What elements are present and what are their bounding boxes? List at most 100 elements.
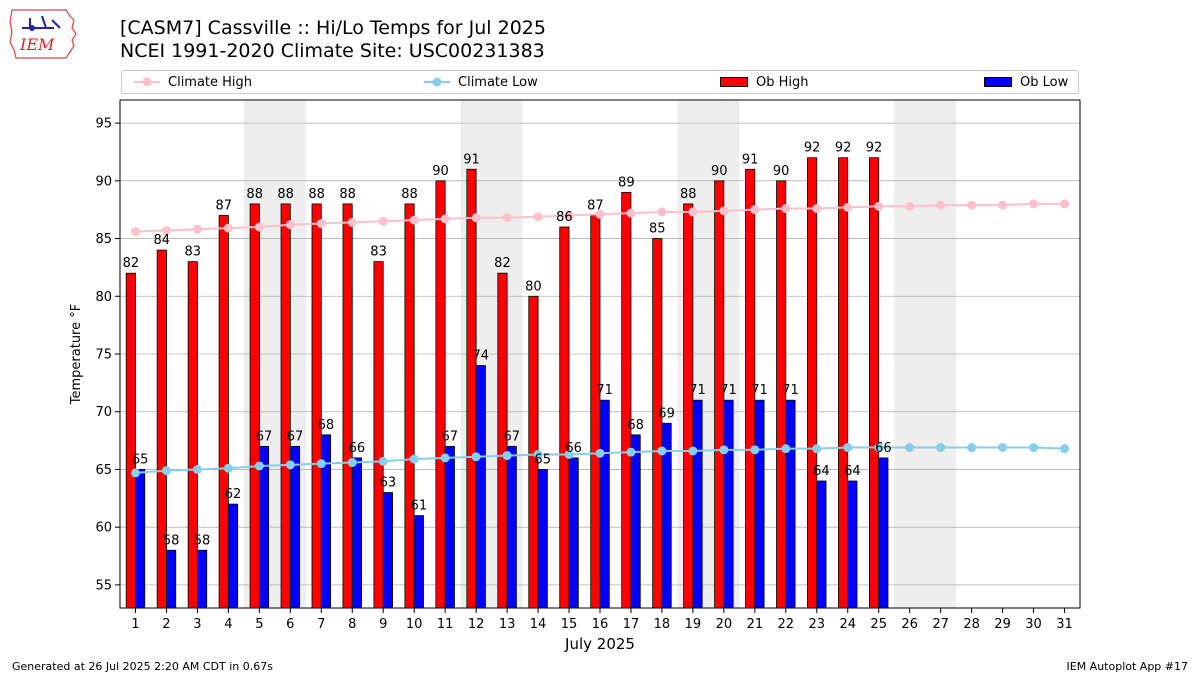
xtick-label-21: 21 [747,617,764,632]
xtick-label-13: 13 [499,617,516,632]
bar-ob-low-15 [568,457,579,609]
legend-label-ob-high: Ob High [756,74,809,90]
point-climate-low-10 [409,454,419,464]
ytick-label-60: 60 [95,521,112,536]
chart-legend: Climate High Climate Low Ob High Ob Low [121,70,1079,94]
bar-ob-high-19 [683,203,694,609]
point-climate-high-27 [936,200,946,210]
bar-ob-low-21 [754,399,765,609]
ytick-label-65: 65 [95,463,112,478]
xtick-label-4: 4 [224,617,232,632]
point-climate-low-31 [1060,444,1070,454]
xtick-label-16: 16 [592,617,609,632]
y-axis-label: Temperature °F [69,304,84,405]
xtick-label-30: 30 [1025,617,1042,632]
ytick-label-90: 90 [95,174,112,189]
xtick-label-26: 26 [901,617,918,632]
bar-ob-low-1 [135,469,146,609]
label-ob-high-7: 88 [308,187,325,202]
point-climate-high-29 [998,200,1008,210]
xtick-label-25: 25 [870,617,887,632]
point-climate-high-23 [812,204,822,214]
label-ob-low-14: 65 [534,452,551,467]
bar-ob-high-4 [218,215,229,609]
label-ob-high-12: 91 [463,152,480,167]
label-ob-high-15: 86 [556,210,573,225]
label-ob-high-4: 87 [215,198,232,213]
label-ob-high-22: 90 [773,164,790,179]
bar-ob-low-4 [227,503,239,609]
bar-ob-low-3 [197,549,208,609]
legend-swatch-ob-high [720,77,748,87]
point-climate-low-22 [781,444,791,454]
bar-ob-low-5 [258,445,270,609]
ytick-label-80: 80 [95,290,112,305]
point-climate-high-26 [905,201,915,211]
iowa-outline-icon [9,9,77,59]
bar-ob-high-16 [590,215,601,609]
x-axis-label: July 2025 [564,635,635,653]
label-ob-high-3: 83 [185,245,202,260]
bar-ob-high-3 [187,261,198,609]
label-ob-high-21: 91 [742,152,759,167]
label-ob-high-25: 92 [866,141,883,156]
xtick-label-7: 7 [317,617,325,632]
xtick-label-23: 23 [809,617,826,632]
point-climate-high-1 [130,227,140,237]
point-climate-high-22 [781,204,791,214]
label-ob-low-1: 65 [132,452,149,467]
bar-ob-low-8 [351,457,362,609]
legend-item-ob-high: Ob High [720,71,809,93]
bar-ob-low-19 [692,399,703,609]
ytick-label-75: 75 [95,348,112,363]
label-ob-high-17: 89 [618,175,635,190]
point-climate-high-9 [378,216,388,226]
logo-text: IEM [19,35,55,54]
label-ob-low-15: 66 [565,441,582,456]
xtick-label-28: 28 [963,617,980,632]
point-climate-low-20 [719,445,729,455]
point-climate-high-10 [409,215,419,225]
point-climate-high-3 [192,224,202,234]
xtick-label-18: 18 [654,617,671,632]
label-ob-low-8: 66 [349,441,366,456]
bar-ob-high-9 [373,261,384,609]
legend-swatch-ob-low [984,77,1012,87]
legend-item-climate-low: Climate Low [424,71,538,93]
legend-item-climate-high: Climate High [134,71,252,93]
bar-ob-low-14 [537,469,548,609]
point-climate-high-16 [595,209,605,219]
ytick-label-95: 95 [95,117,112,132]
chart-title: [CASM7] Cassville :: Hi/Lo Temps for Jul… [120,17,546,39]
point-climate-high-4 [223,223,233,233]
label-ob-low-23: 64 [813,464,830,479]
label-ob-high-18: 85 [649,222,666,237]
point-climate-low-4 [223,463,233,473]
xtick-label-2: 2 [162,617,170,632]
label-ob-low-6: 67 [287,429,304,444]
bar-ob-low-11 [444,445,455,609]
xtick-label-6: 6 [286,617,294,632]
label-ob-low-19: 71 [689,383,706,398]
ytick-label-55: 55 [95,578,112,593]
point-climate-high-18 [657,207,667,217]
label-ob-high-2: 84 [154,233,171,248]
point-climate-low-15 [564,449,574,459]
label-ob-low-17: 68 [627,418,644,433]
label-ob-high-19: 88 [680,187,697,202]
point-climate-high-24 [843,202,853,212]
bar-ob-high-2 [156,249,167,609]
point-climate-high-5 [254,222,264,232]
xtick-label-31: 31 [1056,617,1073,632]
point-climate-low-23 [812,444,822,454]
point-climate-low-8 [347,458,357,468]
climate-lines [130,199,1070,478]
label-ob-low-22: 71 [782,383,799,398]
point-climate-low-16 [595,448,605,458]
point-climate-high-6 [285,220,295,230]
wind-barb-icon [22,15,61,29]
label-ob-high-23: 92 [804,141,821,156]
bar-ob-low-20 [723,399,734,609]
